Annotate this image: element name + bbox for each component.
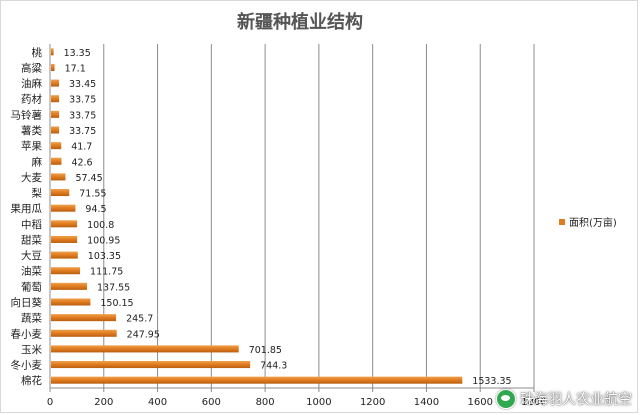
gridlines <box>49 44 535 388</box>
x-tick-label: 1000 <box>306 397 331 408</box>
data-label: 100.8 <box>87 220 114 231</box>
data-label: 247.95 <box>127 329 160 340</box>
x-tick-label: 1200 <box>360 397 385 408</box>
category-label: 大麦 <box>21 171 42 184</box>
category-label: 向日葵 <box>11 296 43 309</box>
data-label: 41.7 <box>71 142 92 153</box>
data-label: 57.45 <box>75 173 102 184</box>
bar <box>51 267 81 275</box>
bar <box>51 189 70 197</box>
data-label: 744.3 <box>260 361 287 372</box>
bar <box>51 220 78 228</box>
category-label: 薯类 <box>21 124 42 137</box>
data-label: 137.55 <box>97 282 130 293</box>
data-label: 42.6 <box>71 157 92 168</box>
category-label: 冬小麦 <box>11 359 43 372</box>
data-label: 33.75 <box>69 110 96 121</box>
category-label: 春小麦 <box>11 328 43 340</box>
data-label: 33.75 <box>69 95 96 106</box>
category-label: 甜菜 <box>21 233 42 246</box>
category-label: 中稻 <box>21 218 42 231</box>
bar <box>51 235 78 243</box>
bar <box>51 63 55 71</box>
bar <box>51 361 251 369</box>
watermark: 珠海羽人农业航空 <box>496 389 632 409</box>
bar <box>51 282 87 290</box>
category-label: 药材 <box>21 93 42 106</box>
bar <box>51 142 62 150</box>
category-label: 麻 <box>32 155 43 168</box>
category-label: 梨 <box>32 187 43 200</box>
category-label: 高粱 <box>21 61 42 74</box>
bar <box>51 376 463 384</box>
bar <box>51 157 62 165</box>
bar <box>51 204 76 212</box>
x-tick-label: 1800 <box>521 397 546 408</box>
bar <box>51 173 66 181</box>
x-tick-label: 1400 <box>414 397 439 408</box>
bar <box>51 314 117 322</box>
bar <box>51 251 78 259</box>
bar <box>51 126 60 134</box>
x-tick-label: 0 <box>47 397 53 408</box>
bar <box>51 345 239 353</box>
data-label: 33.75 <box>69 126 96 137</box>
data-label: 71.55 <box>79 189 106 200</box>
bar <box>51 110 60 118</box>
x-tick-label: 800 <box>256 397 275 408</box>
wechat-icon <box>496 389 516 409</box>
data-label: 94.5 <box>85 204 106 215</box>
data-label: 13.35 <box>64 48 91 59</box>
category-label: 油菜 <box>21 265 42 278</box>
bar <box>51 48 54 56</box>
x-tick-label: 400 <box>148 397 167 408</box>
legend: 面积(万亩) <box>559 216 617 229</box>
legend-label: 面积(万亩) <box>569 216 617 229</box>
data-label: 1533.35 <box>472 376 511 387</box>
category-label: 大豆 <box>21 249 42 262</box>
x-tick-label: 1600 <box>467 397 492 408</box>
data-label: 111.75 <box>90 267 123 278</box>
bar <box>51 95 60 103</box>
axes: 0 200 400 600 800 1000 1200 1400 1600 1800 桃高粱油麻药材… <box>11 44 547 408</box>
category-label: 马铃薯 <box>11 108 43 121</box>
bar <box>51 329 117 337</box>
watermark-text: 珠海羽人农业航空 <box>520 392 632 408</box>
data-label: 17.1 <box>65 63 86 74</box>
data-label: 245.7 <box>126 314 153 325</box>
data-label: 150.15 <box>100 298 133 309</box>
bars: 13.35 17.1 33.45 33.75 33.75 33.75 41.7 42.6 57.… <box>51 48 512 387</box>
x-tick-label: 200 <box>94 397 113 408</box>
category-label: 油麻 <box>21 77 42 90</box>
data-label: 100.95 <box>87 235 120 246</box>
bar <box>51 298 91 306</box>
data-label: 33.45 <box>69 79 96 90</box>
category-label: 葡萄 <box>21 280 42 293</box>
category-label: 蔬菜 <box>21 313 42 325</box>
data-label: 103.35 <box>88 251 121 262</box>
x-tick-label: 600 <box>202 397 221 408</box>
category-label: 果用瓜 <box>11 203 43 215</box>
bar <box>51 79 59 87</box>
category-label: 棉花 <box>21 374 42 387</box>
category-label: 桃 <box>32 46 43 59</box>
data-label: 701.85 <box>249 345 282 356</box>
category-label: 苹果 <box>21 140 42 153</box>
chart-title: 新疆种植业结构 <box>237 11 363 33</box>
category-label: 玉米 <box>21 343 42 356</box>
legend-swatch <box>559 219 565 225</box>
